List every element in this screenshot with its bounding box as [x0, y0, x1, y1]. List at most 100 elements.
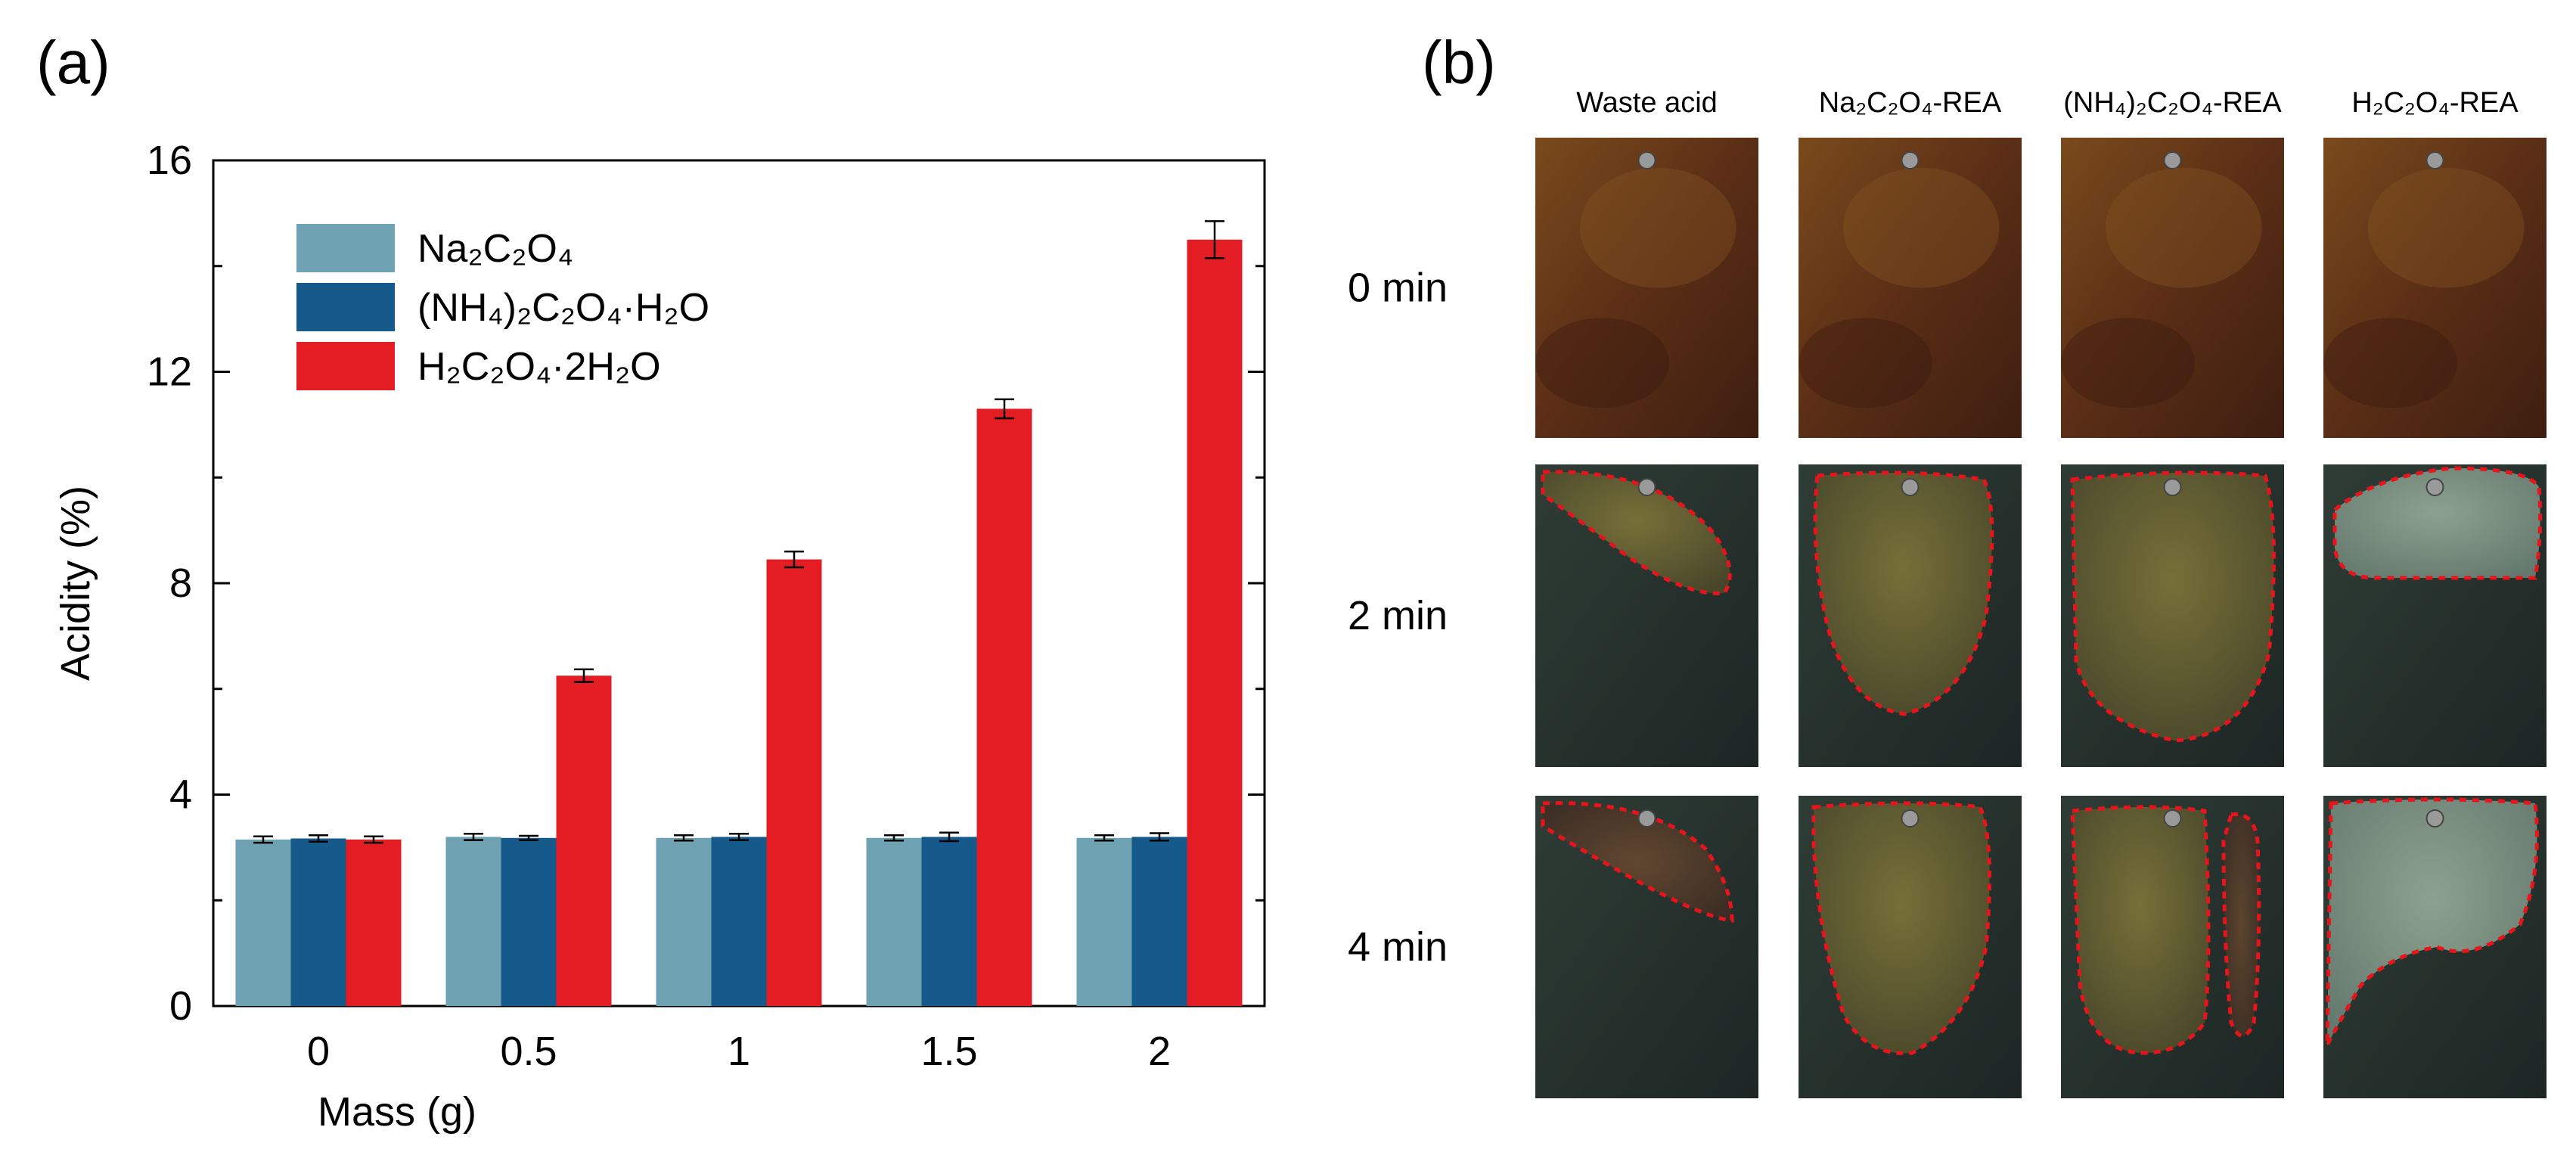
bar	[976, 408, 1032, 1006]
sample-photo	[1535, 138, 1758, 438]
bar	[1187, 239, 1243, 1006]
highlight-outline	[2070, 805, 2211, 1055]
legend-swatch	[296, 342, 395, 390]
y-tick-label: 8	[169, 560, 192, 606]
cleaned-region	[2335, 468, 2540, 578]
rusted-plate	[2323, 138, 2547, 438]
legend-label: Na₂C₂O₄	[417, 227, 573, 271]
sample-photo	[1535, 796, 1758, 1098]
sample-photo	[2323, 464, 2547, 767]
sample-photo	[2323, 138, 2547, 438]
y-tick-label: 12	[147, 349, 192, 395]
rust-patch	[2323, 318, 2457, 408]
cleaned-region	[1543, 803, 1732, 921]
acidity-bar-chart: 0 4 8 12 16 0 0.5 1 1.5 2 Na₂C₂O₄ (NH₄)₂C₂O₄·H₂O H…	[53, 138, 1266, 1135]
bar	[346, 839, 402, 1006]
rust-patch	[1843, 167, 2000, 288]
row-label: 0 min	[1348, 265, 1448, 311]
rust-patch	[2106, 167, 2262, 288]
rusted-plate	[2061, 138, 2284, 438]
sample-photo	[1799, 464, 2022, 767]
bar	[445, 837, 501, 1006]
hanging-hole	[1637, 478, 1656, 496]
sample-photos	[1535, 138, 2547, 1098]
row-label: 4 min	[1348, 924, 1448, 970]
y-tick-label: 16	[147, 138, 192, 183]
cleaned-region	[2327, 800, 2537, 1045]
bar	[921, 837, 977, 1006]
rust-patch	[1535, 318, 1669, 408]
y-tick-label: 0	[169, 983, 192, 1029]
hanging-hole	[2163, 151, 2182, 169]
bar	[235, 839, 291, 1006]
x-tick-label: 1	[728, 1029, 750, 1074]
hanging-hole	[1901, 478, 1920, 496]
legend-label: H₂C₂O₄·2H₂O	[417, 345, 661, 389]
bar	[866, 837, 922, 1006]
photo-grid: Waste acid Na₂C₂O₄-REA (NH₄)₂C₂O₄-REA H₂C₂O…	[1348, 87, 2547, 1098]
cleaned-region	[2072, 807, 2208, 1053]
rusted-plate	[1799, 138, 2022, 438]
legend-swatch	[296, 283, 395, 331]
column-header: (NH₄)₂C₂O₄-REA	[2063, 87, 2282, 119]
rust-patch	[2061, 318, 2195, 408]
bar-series	[235, 220, 1243, 1006]
y-axis-title: Acidity (%)	[53, 486, 98, 681]
rust-patch	[1580, 167, 1736, 288]
hanging-hole	[1901, 809, 1920, 828]
column-header: Waste acid	[1576, 87, 1718, 119]
hanging-hole	[1637, 809, 1656, 828]
rust-patch	[1799, 318, 1932, 408]
bar	[766, 559, 822, 1006]
sample-photo	[2323, 796, 2547, 1098]
highlight-outline	[1811, 801, 1991, 1055]
row-labels: 0 min 2 min 4 min	[1348, 265, 1448, 970]
legend-label: (NH₄)₂C₂O₄·H₂O	[417, 286, 709, 330]
column-header: H₂C₂O₄-REA	[2351, 87, 2519, 119]
highlight-outline	[1813, 470, 1994, 716]
cleaned-region	[1543, 471, 1730, 594]
sample-photo	[1799, 138, 2022, 438]
x-tick-label: 2	[1148, 1029, 1171, 1074]
hanging-hole	[1901, 151, 1920, 169]
hanging-hole	[2163, 478, 2182, 496]
highlight-outline	[1541, 470, 1732, 595]
x-tick-label: 1.5	[920, 1029, 977, 1074]
rusted-plate	[1535, 138, 1758, 438]
bar	[556, 675, 612, 1006]
x-axis-title: Mass (g)	[318, 1089, 476, 1135]
hanging-hole	[2425, 151, 2444, 169]
bar	[501, 837, 557, 1006]
x-tick-label: 0	[307, 1029, 330, 1074]
bar	[656, 837, 712, 1006]
hanging-hole	[2163, 809, 2182, 828]
highlight-outline	[2325, 797, 2539, 1047]
rust-patch	[2368, 167, 2525, 288]
highlight-outline	[2332, 466, 2543, 580]
hanging-hole	[2425, 478, 2444, 496]
sample-photo	[2061, 464, 2284, 767]
column-headers: Waste acid Na₂C₂O₄-REA (NH₄)₂C₂O₄-REA H₂C₂O…	[1576, 87, 2519, 119]
hanging-hole	[2425, 809, 2444, 828]
bar	[711, 837, 767, 1006]
cleaned-region	[2224, 814, 2259, 1036]
column-header: Na₂C₂O₄-REA	[1819, 87, 2002, 119]
legend-swatch	[296, 224, 395, 272]
cleaned-region	[2072, 473, 2274, 741]
x-tick-label: 0.5	[500, 1029, 557, 1074]
bar	[1076, 837, 1132, 1006]
sample-photo	[1799, 796, 2022, 1098]
y-tick-label: 4	[169, 772, 192, 818]
cleaned-region	[1814, 803, 1990, 1054]
chart-legend: Na₂C₂O₄ (NH₄)₂C₂O₄·H₂O H₂C₂O₄·2H₂O	[296, 224, 709, 390]
row-label: 2 min	[1348, 593, 1448, 638]
highlight-outline	[2070, 470, 2276, 743]
panel-b-label: (b)	[1422, 29, 1496, 96]
bar	[290, 838, 346, 1006]
panel-a-label: (a)	[36, 29, 110, 96]
hanging-hole	[1637, 151, 1656, 169]
sample-photo	[1535, 464, 1758, 767]
cleaned-region	[1815, 473, 1992, 714]
sample-photo	[2061, 796, 2284, 1098]
